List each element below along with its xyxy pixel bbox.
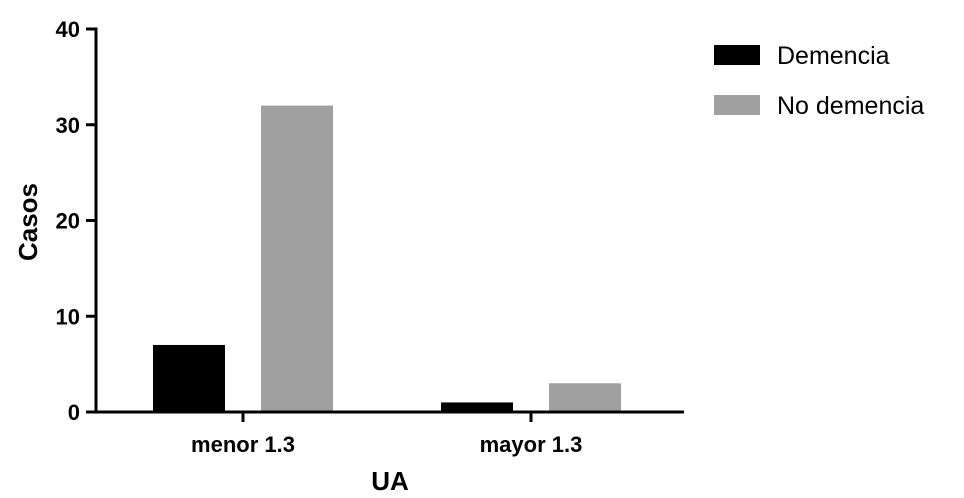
bar-demencia-1	[153, 344, 225, 412]
x-tick-label: mayor 1.3	[480, 432, 583, 457]
y-tick-label: 0	[68, 400, 80, 425]
legend-swatch-no-demencia	[714, 95, 760, 115]
y-tick-label: 40	[56, 17, 80, 42]
y-axis-title: Casos	[13, 183, 43, 261]
bars-group	[153, 105, 621, 412]
y-ticks-group: 0 10 20 30 40	[56, 17, 96, 425]
x-axis-title: UA	[371, 466, 409, 496]
legend: Demencia No demencia	[714, 42, 924, 120]
legend-label-no-demencia: No demencia	[777, 92, 924, 120]
x-tick-label: menor 1.3	[191, 432, 295, 457]
legend-swatch-demencia	[714, 45, 760, 65]
y-tick-label: 30	[56, 113, 80, 138]
bar-no-demencia-1	[261, 105, 333, 412]
legend-label-demencia: Demencia	[777, 42, 890, 70]
x-ticks-group: menor 1.3 mayor 1.3	[191, 412, 582, 457]
bar-no-demencia-2	[549, 383, 621, 412]
bar-demencia-2	[441, 402, 513, 412]
y-tick-label: 10	[56, 304, 80, 329]
y-tick-label: 20	[56, 209, 80, 234]
plot-area: 0 10 20 30 40 menor 1.3 mayor 1.3	[56, 17, 684, 457]
